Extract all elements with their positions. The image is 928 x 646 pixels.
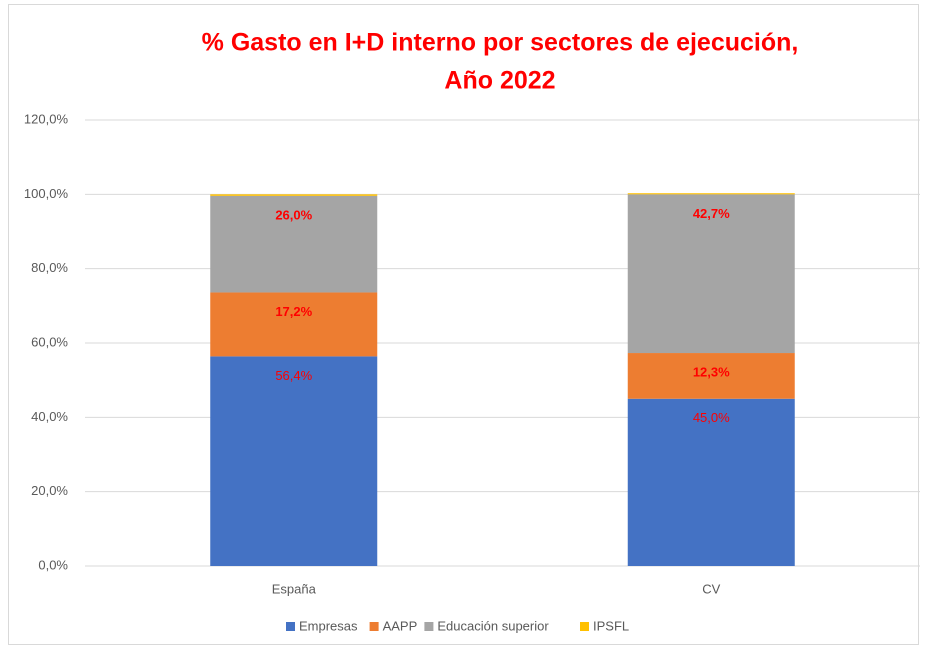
legend-swatch (369, 622, 379, 631)
chart-title: Año 2022 (444, 67, 555, 95)
x-tick-label: España (272, 581, 317, 596)
bar-segment (627, 194, 795, 354)
data-label: 45,0% (693, 410, 730, 425)
bar-segment (627, 353, 795, 399)
bar-segment (627, 193, 795, 195)
data-label: 12,3% (693, 364, 730, 379)
legend-swatch (286, 622, 295, 631)
y-tick-label: 20,0% (31, 483, 68, 498)
bar-segment (210, 356, 378, 566)
legend-label: IPSFL (593, 618, 629, 633)
legend-label: Empresas (299, 618, 358, 633)
legend-label: AAPP (383, 618, 418, 633)
legend-swatch (424, 622, 434, 631)
y-tick-label: 60,0% (31, 334, 68, 349)
legend-swatch (580, 622, 589, 631)
y-tick-label: 120,0% (24, 111, 69, 126)
y-tick-label: 100,0% (24, 186, 69, 201)
x-tick-label: CV (702, 581, 720, 596)
data-label: 42,7% (693, 206, 730, 221)
bar-segment (627, 398, 795, 566)
bar-segment (210, 292, 378, 357)
bar-segment (210, 194, 378, 196)
y-tick-label: 40,0% (31, 409, 68, 424)
y-tick-label: 0,0% (38, 557, 68, 572)
data-label: 56,4% (275, 368, 312, 383)
y-tick-label: 80,0% (31, 260, 68, 275)
legend-label: Educación superior (437, 618, 549, 633)
chart-title: % Gasto en I+D interno por sectores de e… (202, 29, 799, 57)
data-label: 17,2% (275, 304, 312, 319)
data-label: 26,0% (275, 207, 312, 222)
bar-segment (210, 195, 378, 293)
